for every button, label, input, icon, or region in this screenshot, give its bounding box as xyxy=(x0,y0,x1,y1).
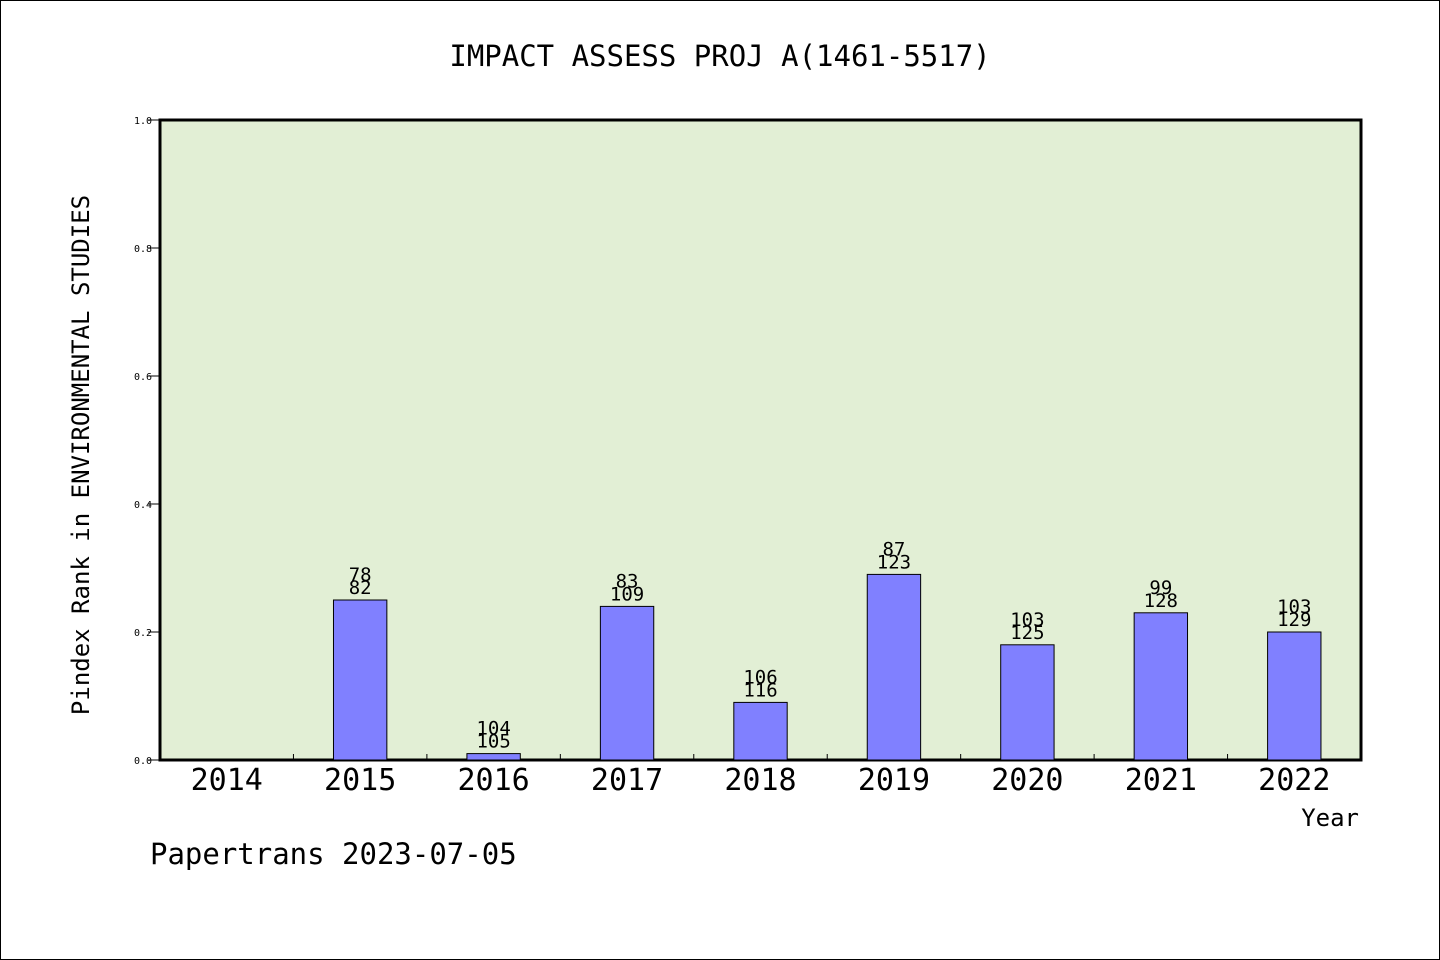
x-tick-label: 2019 xyxy=(858,763,930,798)
bar-label-top: 103 xyxy=(1277,596,1311,618)
y-axis-label: Pindex Rank in ENVIRONMENTAL STUDIES xyxy=(67,195,95,715)
x-axis: 2014 2015 2016 2017 2018 2019 2020 2021 2022 xyxy=(191,754,1330,798)
bar-label-bottom: 125 xyxy=(1010,622,1044,644)
x-tick-label: 2021 xyxy=(1125,763,1197,798)
bar-label-top: 99 xyxy=(1149,577,1172,599)
bar-label-bottom: 109 xyxy=(610,583,644,605)
bar-label-top: 87 xyxy=(882,538,905,560)
y-tick-label: 0.8 xyxy=(134,244,152,255)
y-tick-label: 0.2 xyxy=(134,628,152,639)
x-tick-label: 2017 xyxy=(591,763,663,798)
bar-label-top: 78 xyxy=(349,564,372,586)
bar-label-top: 106 xyxy=(743,666,777,688)
x-tick-label: 2016 xyxy=(457,763,529,798)
x-axis-label: Year xyxy=(1301,804,1359,832)
chart-title: IMPACT ASSESS PROJ A(1461-5517) xyxy=(449,39,990,73)
bar-label-bottom: 105 xyxy=(476,731,510,753)
x-tick-label: 2020 xyxy=(991,763,1063,798)
x-tick-label: 2014 xyxy=(191,763,263,798)
bars-group: 8278105104109831161061238712510312899129… xyxy=(332,538,1322,761)
bar xyxy=(466,753,521,761)
bar xyxy=(332,599,388,761)
bar xyxy=(1267,631,1322,761)
y-tick-label: 0.0 xyxy=(134,756,152,767)
y-axis: 0.0 0.2 0.4 0.6 0.8 1.0 xyxy=(134,116,160,767)
bar xyxy=(599,605,655,761)
bar-label-bottom: 82 xyxy=(349,577,372,599)
bar-label-top: 104 xyxy=(476,718,510,740)
y-tick-label: 1.0 xyxy=(134,116,152,127)
bar xyxy=(1133,612,1189,761)
x-tick-label: 2015 xyxy=(324,763,396,798)
bar-label-bottom: 129 xyxy=(1277,609,1311,631)
bar-label-bottom: 123 xyxy=(877,551,911,573)
bar-label-bottom: 128 xyxy=(1144,590,1178,612)
bar xyxy=(866,573,922,761)
x-tick-label: 2018 xyxy=(724,763,796,798)
bar-label-bottom: 116 xyxy=(743,679,777,701)
bar-label-top: 103 xyxy=(1010,609,1044,631)
bar xyxy=(733,701,788,761)
y-tick-label: 0.6 xyxy=(134,372,152,383)
footer-text: Papertrans 2023-07-05 xyxy=(150,837,517,871)
x-tick-label: 2022 xyxy=(1258,763,1330,798)
y-tick-label: 0.4 xyxy=(134,500,152,511)
bar-label-top: 83 xyxy=(616,570,639,592)
bar xyxy=(1000,644,1055,761)
